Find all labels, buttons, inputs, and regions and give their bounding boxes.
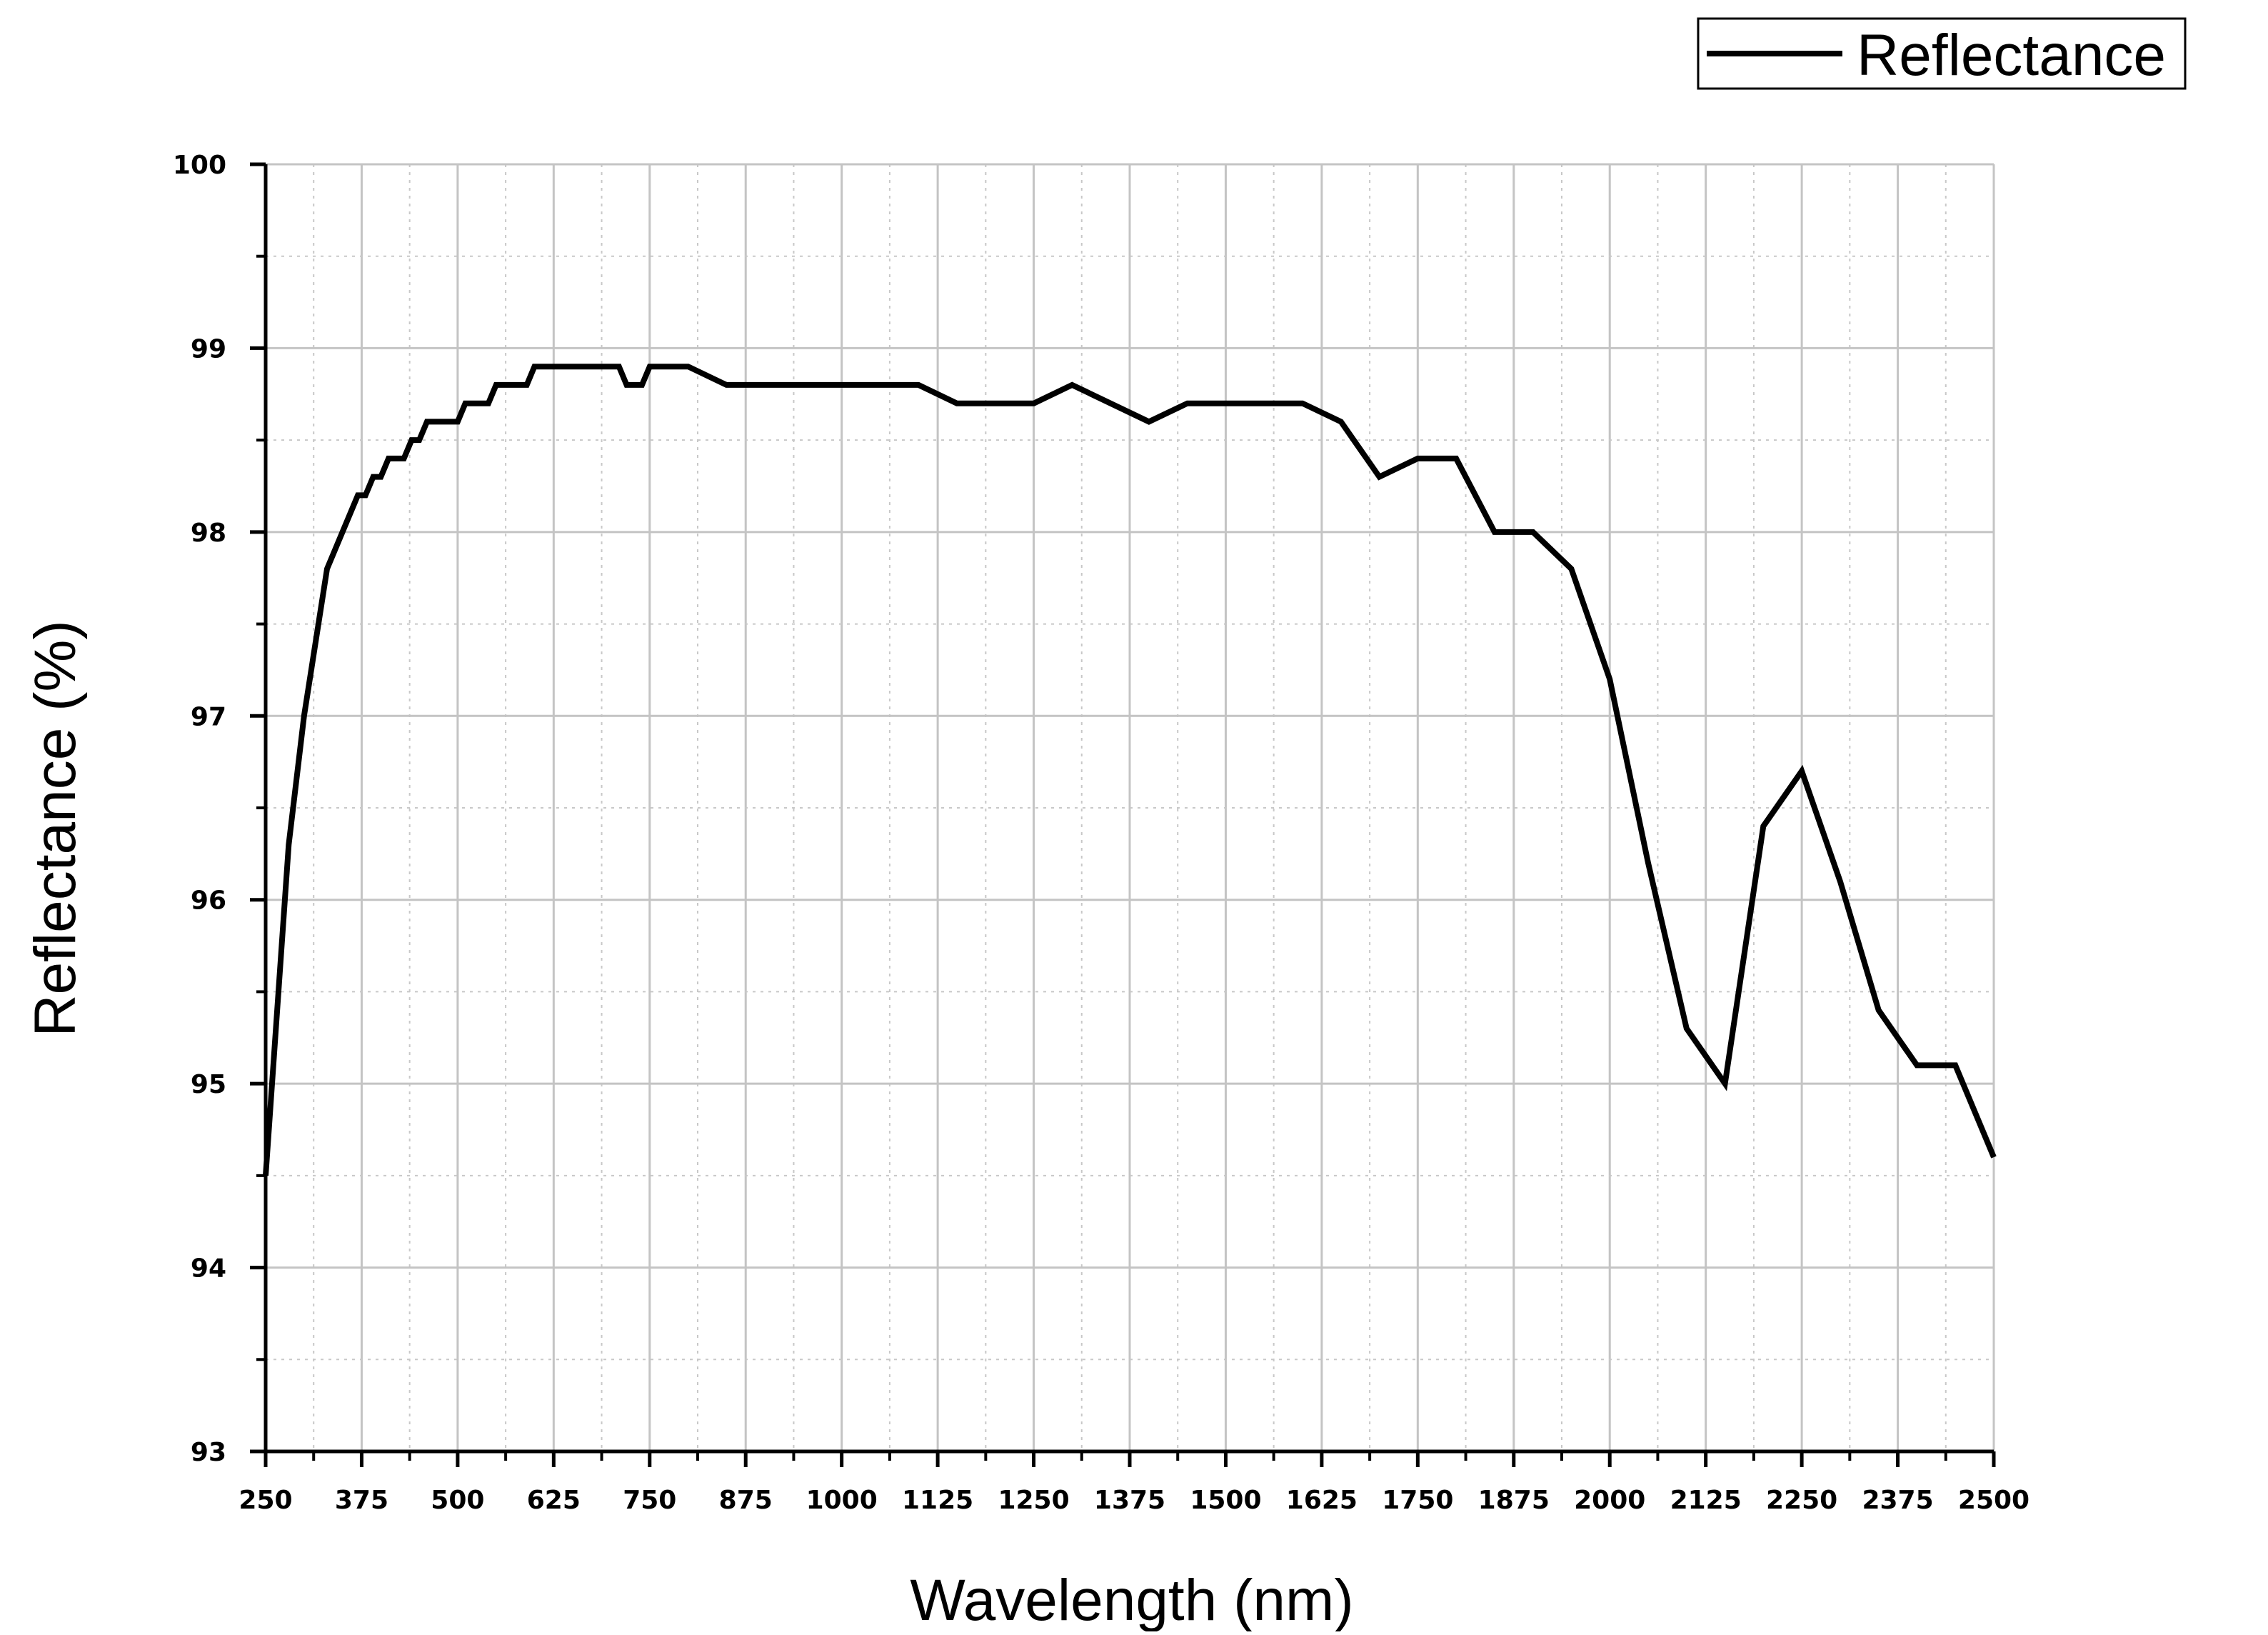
x-tick-label: 750	[623, 1486, 676, 1515]
y-tick-label: 99	[191, 334, 226, 364]
x-tick-label: 500	[431, 1486, 484, 1515]
x-tick-label: 1375	[1094, 1486, 1165, 1515]
x-tick-label: 1500	[1190, 1486, 1261, 1515]
y-tick-label: 96	[191, 886, 226, 916]
x-axis-title: Wavelength (nm)	[910, 1568, 1353, 1631]
x-tick-label: 1250	[998, 1486, 1069, 1515]
label-layer: 250 375 500 625 750 875 1000 1125 1250 1375 1500 16…	[173, 151, 2029, 1515]
x-tick-label: 2125	[1670, 1486, 1742, 1515]
y-axis-title: Reflectance (%)	[23, 620, 88, 1036]
x-tick-label: 1125	[902, 1486, 973, 1515]
x-tick-label: 2000	[1574, 1486, 1645, 1515]
x-tick-label: 2500	[1958, 1486, 2029, 1515]
x-tick-label: 1875	[1478, 1486, 1550, 1515]
x-tick-label: 250	[239, 1486, 292, 1515]
x-tick-label: 1625	[1286, 1486, 1358, 1515]
legend: Reflectance	[1698, 19, 2185, 89]
x-tick-label: 2375	[1862, 1486, 1933, 1515]
legend-label: Reflectance	[1857, 23, 2166, 88]
y-tick-label: 95	[191, 1070, 226, 1099]
y-tick-label: 100	[173, 151, 226, 180]
x-tick-label: 1000	[806, 1486, 878, 1515]
y-tick-label: 94	[191, 1254, 226, 1284]
x-tick-label: 1750	[1382, 1486, 1453, 1515]
x-tick-label: 875	[719, 1486, 773, 1515]
grid-layer	[266, 164, 1994, 1451]
x-tick-label: 625	[527, 1486, 581, 1515]
y-tick-label: 97	[191, 702, 226, 731]
axis-layer	[250, 164, 1994, 1467]
x-tick-label: 375	[335, 1486, 388, 1515]
y-tick-label: 98	[191, 519, 226, 548]
x-tick-label: 2250	[1766, 1486, 1837, 1515]
y-tick-label: 93	[191, 1438, 226, 1467]
